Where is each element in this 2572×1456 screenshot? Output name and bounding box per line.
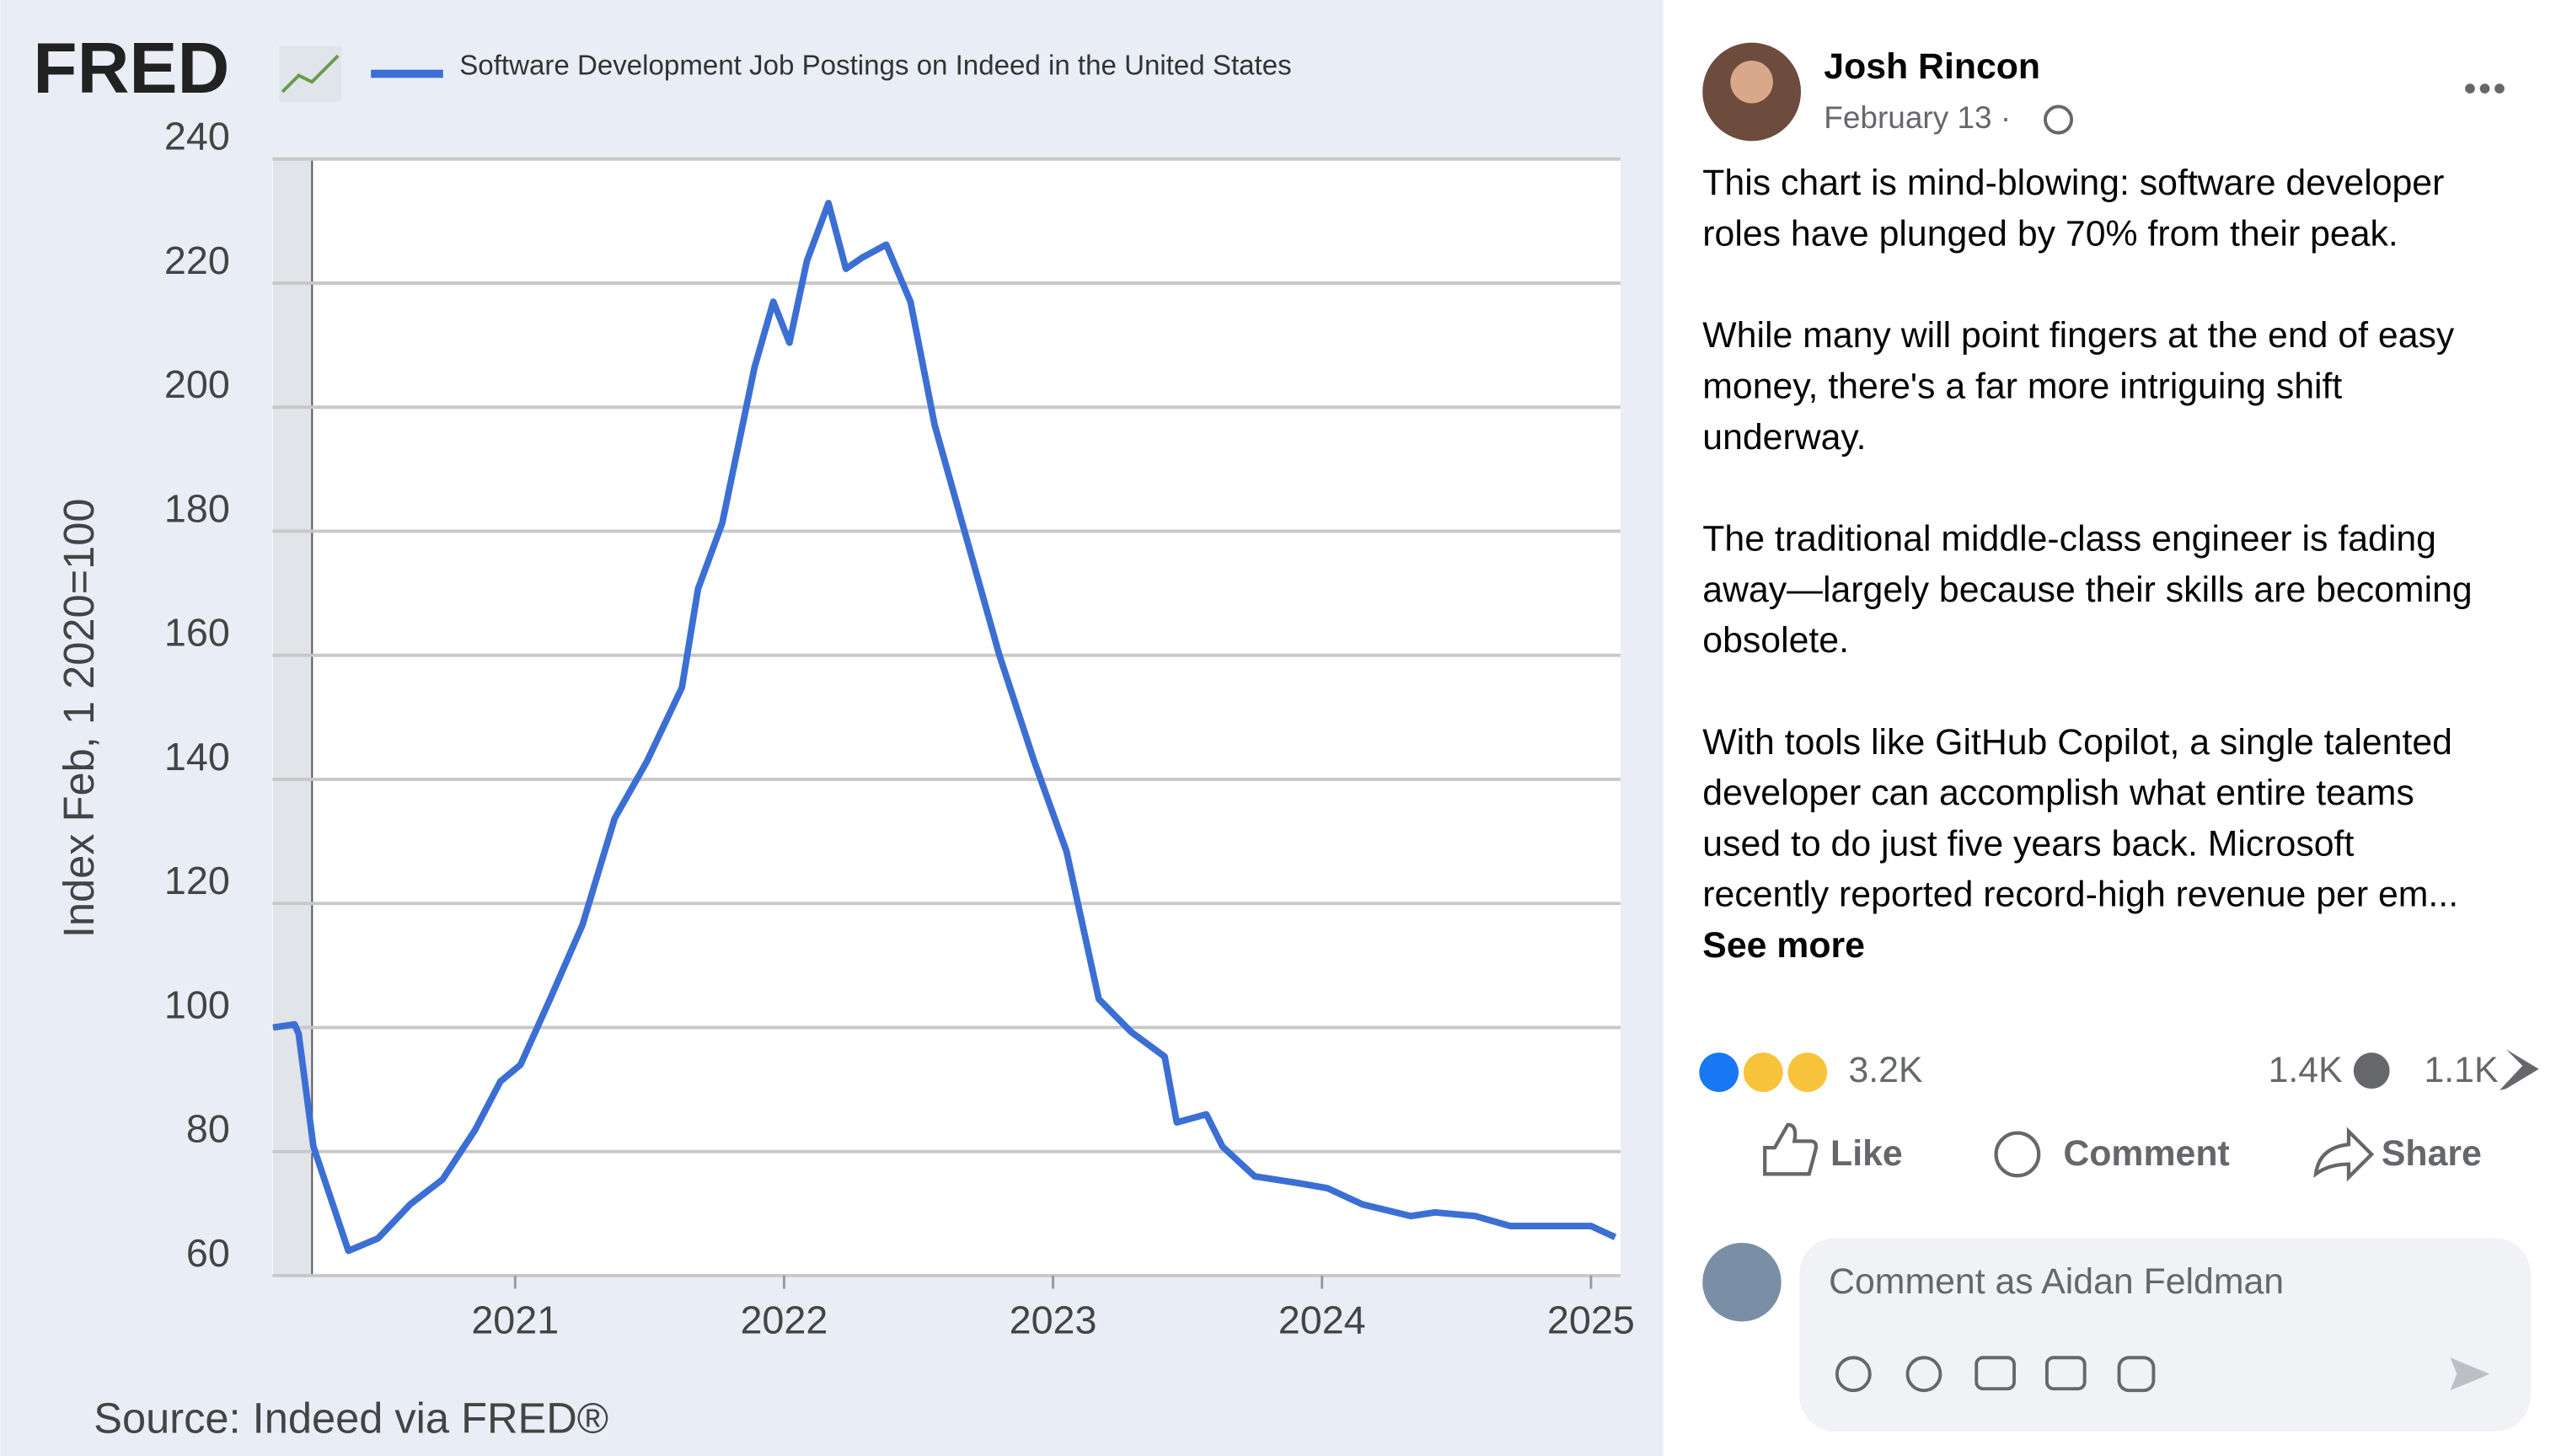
comment-tools [1835,1356,2156,1393]
y-tick-label: 60 [186,1231,230,1275]
y-tick-label: 180 [164,486,230,530]
see-more[interactable]: See more [1702,925,1865,966]
comment-count[interactable]: 1.4K [2269,1050,2343,1090]
y-tick-label: 80 [186,1107,230,1151]
more-menu[interactable] [2465,83,2505,94]
comment-button[interactable]: Comment [2063,1133,2229,1174]
comment-box[interactable] [1799,1238,2531,1432]
logo-icon-line [281,54,340,94]
post-text: obsolete. [1702,620,1849,661]
post-text: underway. [1702,417,1866,458]
post-date[interactable]: February 13 · [1824,100,2011,135]
x-tick-label: 2021 [471,1298,559,1342]
comment-count-icon [2353,1052,2390,1089]
send-button[interactable] [2450,1357,2490,1391]
y-tick-label: 200 [164,362,230,406]
post-text: developer can accomplish what entire tea… [1702,773,2414,813]
comment-icon [1994,1131,2041,1178]
legend-label: Software Development Job Postings on Ind… [459,51,1291,82]
like-button[interactable]: Like [1830,1133,1903,1174]
y-tick-label: 160 [164,611,230,655]
data-line [272,200,1617,1255]
avatar-face [1730,61,1773,104]
post-text: roles have plunged by 70% from their pea… [1702,214,2398,254]
wow-reaction[interactable] [1743,1052,1783,1092]
haha-reaction[interactable] [1787,1052,1828,1092]
share-button[interactable]: Share [2382,1133,2482,1174]
fred-logo: FRED [33,28,229,109]
author-name[interactable]: Josh Rincon [1824,46,2040,87]
x-tick-label: 2022 [740,1298,828,1342]
x-tick-label: 2025 [1547,1298,1635,1342]
y-axis-label: Index Feb, 1 2020=100 [55,498,103,938]
share-count-icon [2500,1049,2539,1091]
post-text: used to do just five years back. Microso… [1702,823,2354,864]
post-text: money, there's a far more intriguing shi… [1702,367,2342,407]
post-text: recently reported record-high revenue pe… [1702,875,2458,915]
like-reaction[interactable] [1699,1052,1739,1092]
y-tick-label: 100 [164,982,230,1026]
x-tick-label: 2023 [1010,1298,1097,1342]
source: Source: Indeed via FRED® [94,1394,608,1442]
post-text: With tools like GitHub Copilot, a single… [1702,722,2452,763]
x-tick-label: 2024 [1278,1298,1366,1342]
comment-placeholder[interactable]: Comment as Aidan Feldman [1829,1261,2284,1302]
plot-area [272,158,1621,1276]
post-text: away—largely because their skills are be… [1702,570,2472,610]
y-tick-label: 120 [164,859,230,902]
share-count[interactable]: 1.1K [2424,1050,2498,1090]
logo-icon [279,46,342,102]
commenter-avatar [1702,1243,1782,1322]
reaction-count[interactable]: 3.2K [1848,1050,1922,1090]
y-tick-label: 240 [164,115,230,158]
post-text: This chart is mind-blowing: software dev… [1702,163,2444,203]
y-tick-label: 140 [164,735,230,779]
y-tick-label: 220 [164,238,230,282]
like-icon [1763,1122,1819,1176]
share-icon [2313,1127,2375,1182]
post-text: The traditional middle-class engineer is… [1702,518,2436,559]
globe-icon [2044,104,2074,135]
post-text: While many will point fingers at the end… [1702,315,2455,356]
